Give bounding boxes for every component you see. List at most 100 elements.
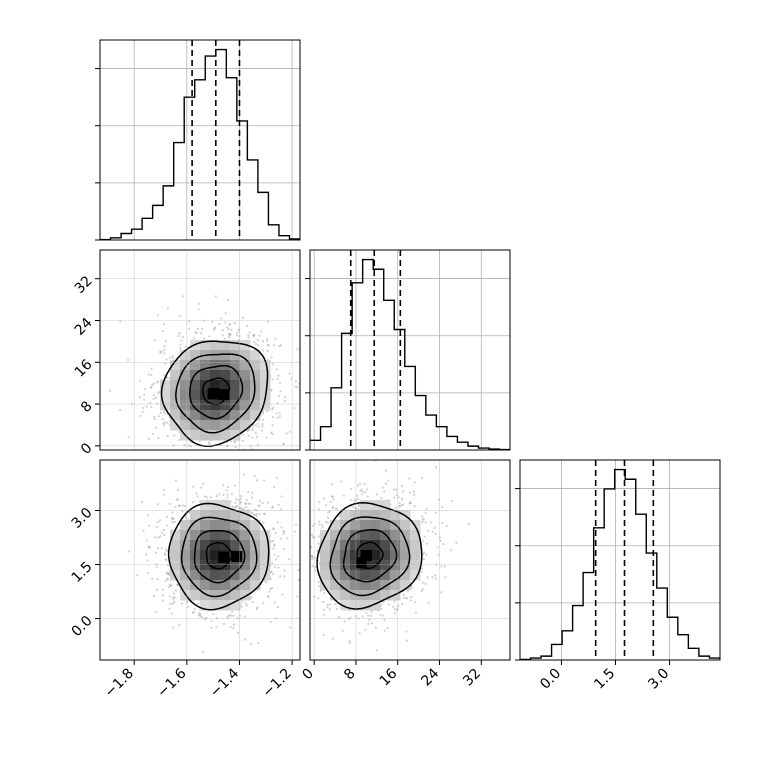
sample-point	[203, 495, 206, 498]
sample-point	[165, 377, 169, 380]
sample-point	[173, 600, 176, 603]
sample-point	[304, 526, 306, 528]
density-cell	[330, 550, 341, 561]
density-cell	[230, 520, 241, 531]
density-cell	[240, 560, 251, 571]
density-cell	[210, 530, 221, 541]
sample-point	[273, 543, 276, 546]
density-cell	[210, 580, 221, 591]
sample-point	[434, 511, 437, 514]
density-cell	[240, 400, 251, 411]
x-tick-label: −1.6	[154, 665, 189, 700]
density-cell	[190, 410, 201, 421]
sample-point	[228, 333, 231, 336]
sample-point	[153, 394, 156, 397]
sample-point	[296, 538, 298, 540]
density-cell	[210, 600, 221, 611]
sample-point	[126, 358, 130, 362]
sample-point	[283, 569, 286, 572]
sample-point	[444, 576, 447, 579]
contour-line	[329, 516, 411, 597]
panel-content	[293, 460, 470, 652]
sample-point	[253, 333, 256, 336]
sample-point	[171, 511, 174, 514]
sample-point	[220, 452, 222, 454]
sample-point	[166, 572, 169, 575]
sample-point	[176, 498, 179, 501]
sample-point	[270, 356, 273, 359]
sample-point	[278, 415, 281, 418]
density-cell	[200, 360, 211, 371]
density-core	[218, 551, 230, 563]
sample-point	[276, 416, 280, 419]
density-cell	[240, 530, 251, 541]
sample-point	[156, 565, 159, 568]
sample-point	[159, 351, 162, 355]
density-cell	[240, 590, 251, 601]
sample-point	[241, 451, 243, 453]
sample-point	[293, 530, 296, 533]
density-cell	[410, 570, 421, 581]
sample-point	[228, 614, 231, 617]
sample-point	[365, 611, 368, 615]
sample-point	[262, 521, 265, 524]
sample-point	[251, 491, 254, 495]
sample-point	[241, 439, 244, 442]
sample-point	[179, 347, 182, 350]
sample-point	[420, 570, 424, 573]
sample-point	[406, 590, 409, 593]
sample-point	[163, 421, 166, 424]
density-cell	[220, 430, 231, 441]
density-cell	[230, 570, 241, 581]
sample-point	[147, 545, 150, 548]
sample-point	[245, 499, 248, 502]
sample-point	[293, 589, 295, 591]
sample-point	[265, 581, 268, 584]
density-cell	[350, 560, 361, 571]
sample-point	[161, 588, 165, 591]
density-cell	[320, 580, 331, 591]
sample-point	[431, 575, 434, 579]
density-cell	[230, 340, 241, 351]
contour-line	[355, 541, 384, 569]
sample-point	[443, 565, 447, 568]
sample-point	[318, 520, 321, 523]
x-tick-label: 0	[299, 666, 317, 684]
density-cell	[210, 360, 221, 371]
y-tick-label: 32	[72, 273, 96, 297]
sample-point	[280, 526, 283, 529]
sample-point	[434, 532, 437, 535]
sample-point	[273, 601, 276, 604]
density-cell	[250, 550, 261, 561]
sample-point	[156, 547, 160, 550]
sample-point	[233, 322, 236, 325]
sample-point	[216, 475, 218, 477]
sample-point	[380, 603, 383, 606]
density-cell	[210, 430, 221, 441]
sample-point	[277, 374, 280, 377]
density-cell	[240, 370, 251, 381]
sample-point	[441, 506, 444, 509]
sample-point	[261, 501, 264, 505]
sample-point	[317, 597, 320, 600]
density-core	[355, 557, 367, 569]
density-core	[231, 551, 243, 563]
sample-point	[255, 435, 258, 438]
sample-point	[201, 651, 205, 654]
sample-point	[240, 495, 243, 498]
density-cell	[210, 570, 221, 581]
density-cell	[170, 540, 181, 551]
sample-point	[294, 380, 298, 383]
sample-point	[136, 574, 139, 577]
sample-point	[163, 352, 166, 355]
sample-point	[398, 504, 401, 508]
sample-point	[164, 340, 167, 343]
sample-point	[251, 424, 255, 427]
sample-point	[294, 523, 298, 526]
panel-frame	[309, 459, 511, 661]
x-tick-label: 1.5	[591, 666, 618, 693]
density-cell	[200, 600, 211, 611]
density-cell	[180, 580, 191, 591]
sample-point	[187, 605, 190, 609]
sample-point	[180, 602, 184, 605]
